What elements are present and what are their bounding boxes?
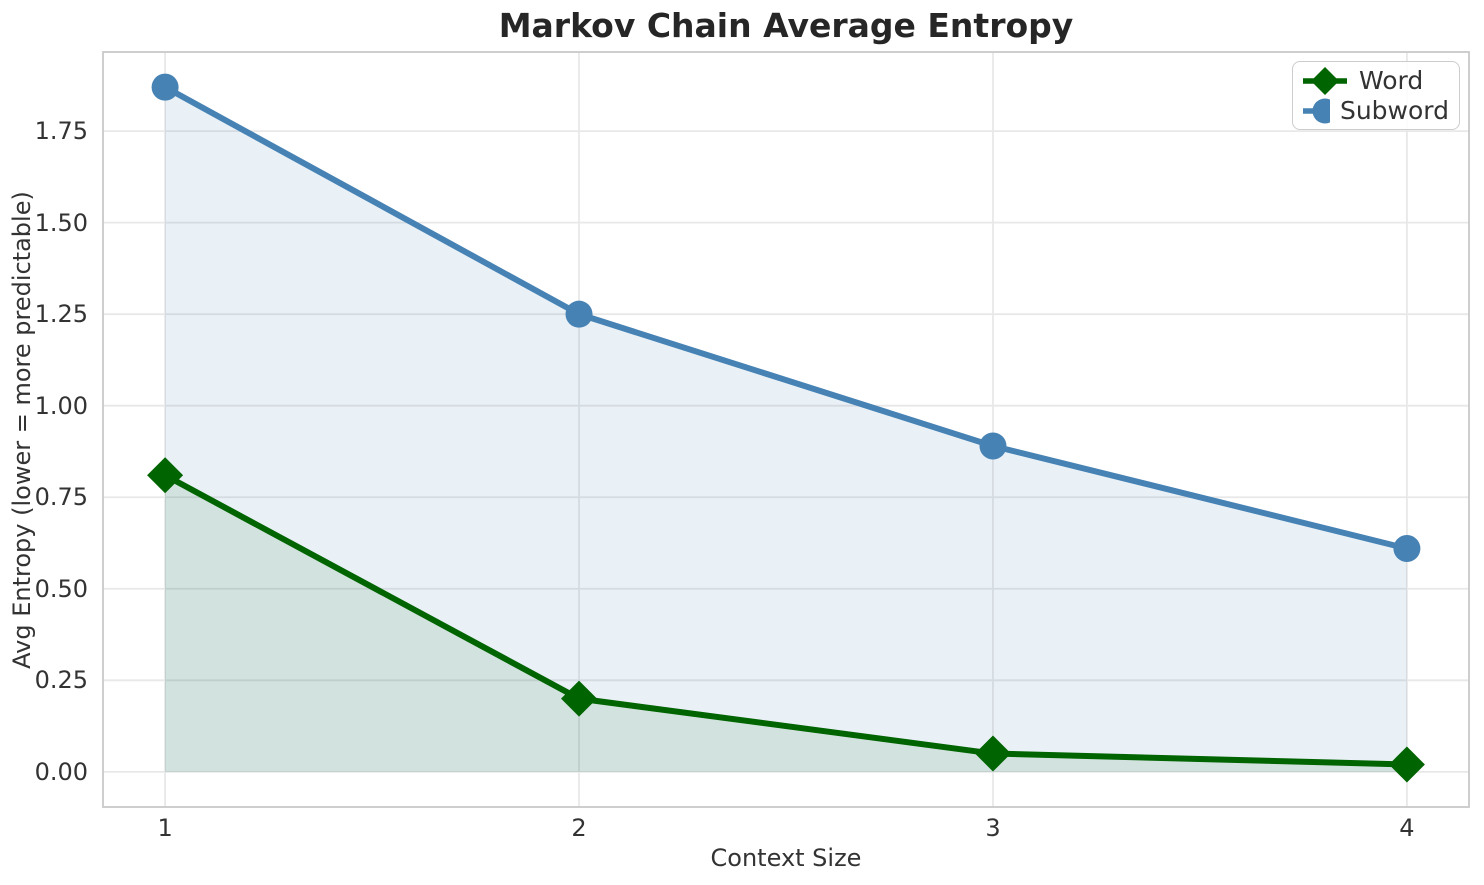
axes-spine xyxy=(102,51,1470,808)
subword-point-3 xyxy=(979,432,1007,460)
subword-line xyxy=(163,84,1408,552)
x-axis-title: Context Size xyxy=(710,844,862,872)
legend-item-subword: Subword xyxy=(1301,96,1449,126)
word-point-4 xyxy=(1388,746,1425,783)
y-tick-label: 1.00 xyxy=(34,391,88,420)
y-tick-label: 0.25 xyxy=(34,666,88,695)
word-point-1 xyxy=(147,457,184,494)
word-legend-marker-icon xyxy=(1303,67,1347,95)
word-area-fill xyxy=(165,475,1407,772)
x-tick-label: 3 xyxy=(985,814,1001,842)
word-point-3 xyxy=(974,735,1011,772)
legend-label-subword: Subword xyxy=(1339,96,1449,125)
subword-point-1 xyxy=(151,73,179,101)
word-line xyxy=(163,472,1407,768)
x-tick-label: 1 xyxy=(157,814,173,842)
y-tick-label: 0.50 xyxy=(34,574,88,603)
word-point-2 xyxy=(561,680,598,717)
subword-legend-marker-icon xyxy=(1303,98,1330,124)
legend-item-word: Word xyxy=(1301,66,1449,96)
y-tick-label: 0.75 xyxy=(34,483,88,512)
y-tick-label: 1.75 xyxy=(34,117,88,146)
y-tick-label: 1.50 xyxy=(34,208,88,237)
y-tick-label: 0.00 xyxy=(34,757,88,786)
y-tick-label: 1.25 xyxy=(34,300,88,329)
legend-label-word: Word xyxy=(1359,66,1424,95)
legend: Word Subword xyxy=(1292,61,1460,130)
subword-point-2 xyxy=(565,300,593,328)
x-tick-label: 4 xyxy=(1399,814,1415,842)
x-tick-label: 2 xyxy=(571,814,587,842)
subword-point-4 xyxy=(1393,534,1421,562)
chart-title: Markov Chain Average Entropy xyxy=(498,6,1074,45)
